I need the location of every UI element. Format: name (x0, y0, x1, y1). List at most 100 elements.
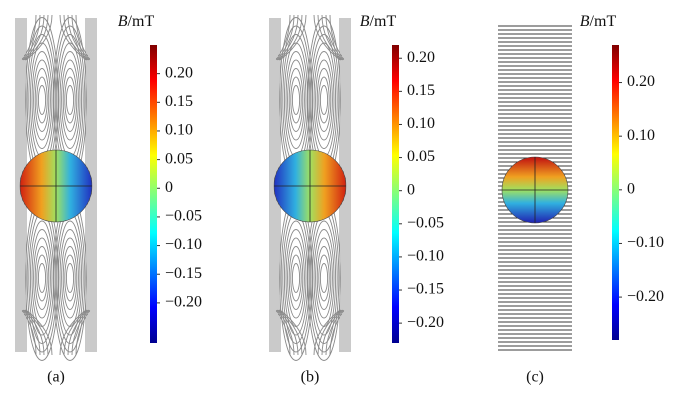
colorbar-tick-label: 0 (407, 181, 415, 198)
field-line (59, 309, 87, 356)
colorbar-tick-label: −0.20 (165, 294, 202, 311)
field-line (75, 14, 91, 61)
field-line (275, 14, 291, 61)
field-loop (285, 51, 307, 149)
field-loop (33, 59, 51, 141)
field-line (63, 14, 88, 61)
field-line (276, 309, 295, 356)
colorbar-unit: /mT (128, 13, 155, 30)
field-loop (61, 59, 79, 141)
field-line (329, 309, 345, 356)
field-lines (15, 14, 97, 361)
field-loop (33, 237, 51, 319)
field-line (325, 309, 344, 356)
field-loop (34, 68, 50, 132)
field-line (277, 309, 299, 356)
field-loop (34, 246, 50, 310)
field-loop (291, 263, 301, 293)
field-line (67, 14, 89, 61)
field-loop (315, 237, 333, 319)
colorbar-title: B/mT (118, 13, 155, 30)
field-loop (64, 76, 76, 124)
colorbar-tick-label: 0.10 (627, 127, 655, 144)
field-line (313, 14, 341, 61)
colorbar-tick-label: 0.10 (407, 115, 435, 132)
field-line (321, 309, 343, 356)
field-loop (37, 85, 47, 115)
field-line (276, 14, 295, 61)
colorbar-tick-label: −0.20 (407, 314, 444, 331)
field-line (22, 14, 41, 61)
panel-label: (b) (301, 369, 320, 386)
field-line (63, 309, 88, 356)
panel-label: (a) (47, 369, 65, 386)
field-line (277, 14, 299, 61)
colorbar-tick-label: 0.05 (165, 150, 193, 167)
colorbar-tick-label: −0.10 (627, 234, 664, 251)
colorbar-tick-label: −0.05 (407, 214, 444, 231)
field-line (25, 14, 53, 61)
colorbar-tick-label: 0.10 (165, 122, 193, 139)
field-loop (319, 85, 329, 115)
colorbar-title: B/mT (580, 13, 617, 30)
field-loop (64, 254, 76, 302)
field-loop (65, 85, 75, 115)
field-loop (36, 254, 48, 302)
field-loop (65, 263, 75, 293)
field-line (275, 309, 291, 356)
field-line (279, 309, 307, 356)
field-line (75, 309, 91, 356)
colorbar-unit: /mT (590, 13, 617, 30)
field-line (24, 309, 49, 356)
field-line (278, 14, 303, 61)
field-line (329, 14, 345, 61)
panel: B/mT 0.20 0.15 0.10 0.05 0 −0.05 −0.10 −0.15 −0.2… (269, 13, 444, 386)
panel: B/mT 0.20 0.10 0 −0.10 −0.20 (c) (498, 13, 664, 386)
colorbar-tick-label: −0.15 (407, 281, 444, 298)
field-loop (37, 263, 47, 293)
field-line (23, 14, 45, 61)
field-line (59, 14, 87, 61)
field-loop (316, 68, 332, 132)
field-line (317, 14, 342, 61)
field-loop (287, 59, 305, 141)
field-loop (290, 254, 302, 302)
field-loop (61, 237, 79, 319)
colorbar-tick-label: −0.05 (165, 208, 202, 225)
field-line (22, 309, 41, 356)
colorbar-symbol: B (118, 13, 128, 30)
colorbar-tick-label: −0.10 (407, 248, 444, 265)
colorbar-unit: /mT (370, 13, 397, 30)
field-loop (62, 246, 78, 310)
colorbar-tick-label: 0.05 (407, 148, 435, 165)
field-line (71, 14, 90, 61)
field-loop (59, 51, 81, 149)
field-loop (316, 246, 332, 310)
colorbar (392, 45, 399, 343)
field-line (321, 14, 343, 61)
colorbar-tick-label: 0.15 (407, 82, 435, 99)
colorbar-title: B/mT (360, 13, 397, 30)
field-line (71, 309, 90, 356)
field-loop (31, 51, 53, 149)
field-loop (291, 85, 301, 115)
colorbar-tick-label: 0 (165, 179, 173, 196)
field-line (21, 14, 37, 61)
panel-label: (c) (526, 369, 544, 386)
field-loop (288, 246, 304, 310)
field-loop (318, 254, 330, 302)
field-line (317, 309, 342, 356)
colorbar-tick-label: 0.15 (165, 93, 193, 110)
colorbar (612, 45, 619, 340)
field-loop (315, 59, 333, 141)
colorbar-tick-label: 0.20 (407, 49, 435, 66)
field-loop (319, 263, 329, 293)
field-line (23, 309, 45, 356)
colorbar-symbol: B (360, 13, 370, 30)
colorbar-symbol: B (580, 13, 590, 30)
panel: B/mT 0.20 0.15 0.10 0.05 0 −0.05 −0.10 −0.15 −0.2… (15, 13, 202, 386)
colorbar-tick-label: 0.20 (165, 64, 193, 81)
field-loop (318, 76, 330, 124)
field-line (279, 14, 307, 61)
